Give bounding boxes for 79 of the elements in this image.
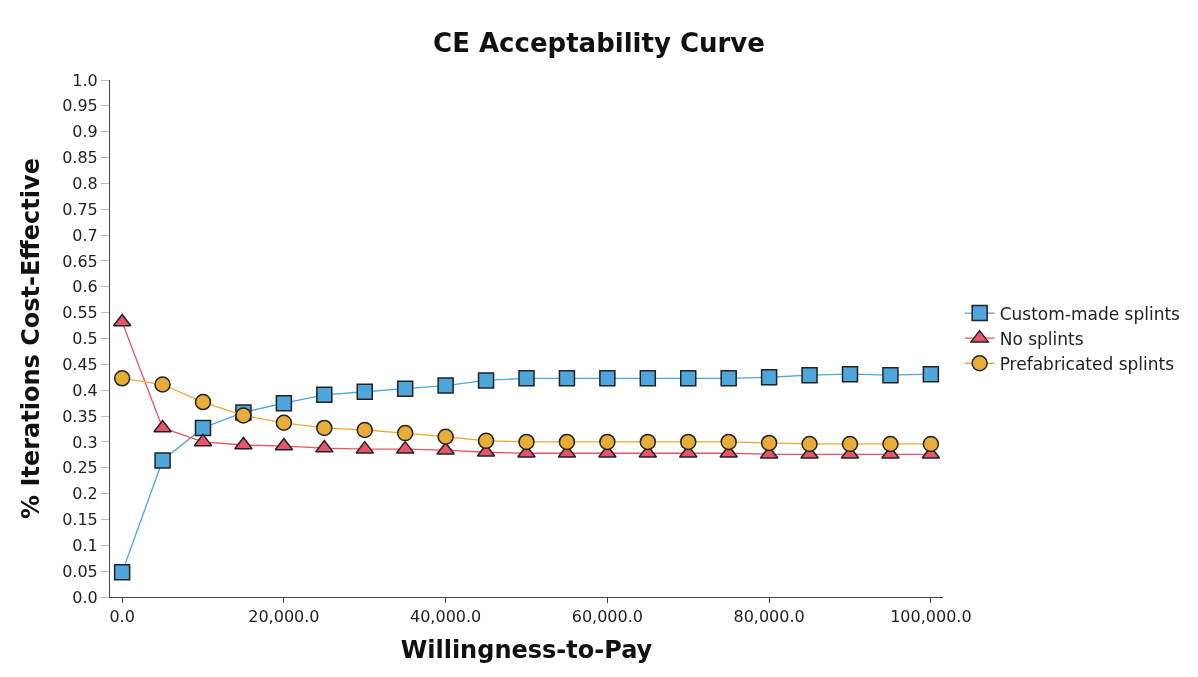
y-tick-label: 0.05: [62, 561, 98, 581]
legend-label: Prefabricated splints: [999, 353, 1175, 374]
y-tick-label: 0.2: [72, 484, 98, 504]
point: [760, 369, 778, 386]
y-tick-label: 0.95: [62, 96, 98, 116]
point: [680, 370, 697, 387]
point: [396, 424, 414, 442]
point: [801, 366, 818, 384]
point: [680, 433, 697, 451]
y-tick-label: 0.9: [72, 122, 98, 142]
y-tick-label: 0.65: [62, 251, 98, 271]
point: [113, 370, 131, 387]
y-tick-label: 0.1: [72, 535, 98, 555]
point: [882, 435, 899, 453]
point: [558, 370, 576, 387]
y-tick-label: 0.8: [72, 174, 98, 193]
point: [396, 380, 414, 397]
y-tick-label: 0.15: [62, 510, 98, 530]
x-tick-label: 40,000.0: [410, 607, 482, 627]
y-tick-label: 0.7: [72, 225, 98, 245]
y-tick-label: 0.45: [62, 354, 98, 374]
point: [922, 435, 940, 453]
point: [639, 433, 657, 451]
point: [154, 376, 171, 393]
x-tick-label: 100,000.0: [890, 607, 972, 627]
point: [841, 435, 859, 453]
point: [274, 437, 294, 451]
point: [760, 434, 778, 452]
y-tick-label: 0.6: [72, 277, 98, 297]
y-tick-label: 0.4: [72, 380, 98, 400]
y-tick-label: 0.75: [62, 199, 98, 219]
x-axis-title: Willingness-to-Pay: [400, 635, 653, 664]
y-tick-label: 0.0: [72, 587, 98, 607]
chart-title: CE Acceptability Curve: [433, 28, 765, 59]
point: [355, 440, 375, 454]
point: [841, 365, 859, 383]
point: [922, 365, 940, 383]
point: [437, 428, 454, 445]
point: [437, 377, 454, 394]
point: [395, 440, 415, 454]
point: [275, 414, 293, 432]
point: [194, 393, 212, 411]
y-tick-label: 0.85: [62, 148, 98, 168]
point: [275, 394, 293, 412]
y-tick-label: 0.35: [62, 406, 98, 426]
x-tick-label: 0.0: [109, 607, 135, 627]
point: [639, 370, 657, 387]
point: [558, 433, 576, 451]
point: [153, 419, 172, 433]
y-tick-label: 0.25: [62, 458, 98, 478]
x-tick-label: 60,000.0: [571, 607, 643, 627]
point: [154, 452, 171, 469]
point: [194, 419, 212, 437]
point: [599, 370, 616, 387]
y-tick-label: 0.5: [72, 329, 98, 349]
point: [801, 435, 818, 453]
point: [234, 436, 253, 450]
point: [882, 366, 899, 384]
point: [193, 433, 213, 447]
y-axis-title: % Iterations Cost-Effective: [17, 158, 46, 519]
x-tick-label: 20,000.0: [248, 607, 320, 627]
point: [477, 372, 495, 389]
point: [720, 370, 737, 387]
point: [356, 383, 373, 400]
point: [477, 432, 495, 450]
point: [314, 439, 334, 453]
legend-label: Custom-made splints: [999, 303, 1181, 324]
point: [599, 433, 616, 451]
point: [316, 419, 333, 437]
y-tick-label: 0.3: [72, 432, 98, 452]
point: [720, 433, 737, 451]
point: [518, 370, 535, 387]
y-tick-label: 1.0: [72, 70, 98, 90]
legend-label: No splints: [999, 328, 1084, 349]
point: [316, 386, 333, 404]
y-tick-label: 0.55: [62, 303, 98, 323]
point: [356, 421, 373, 439]
x-tick-label: 80,000.0: [733, 607, 805, 627]
point: [518, 433, 535, 451]
